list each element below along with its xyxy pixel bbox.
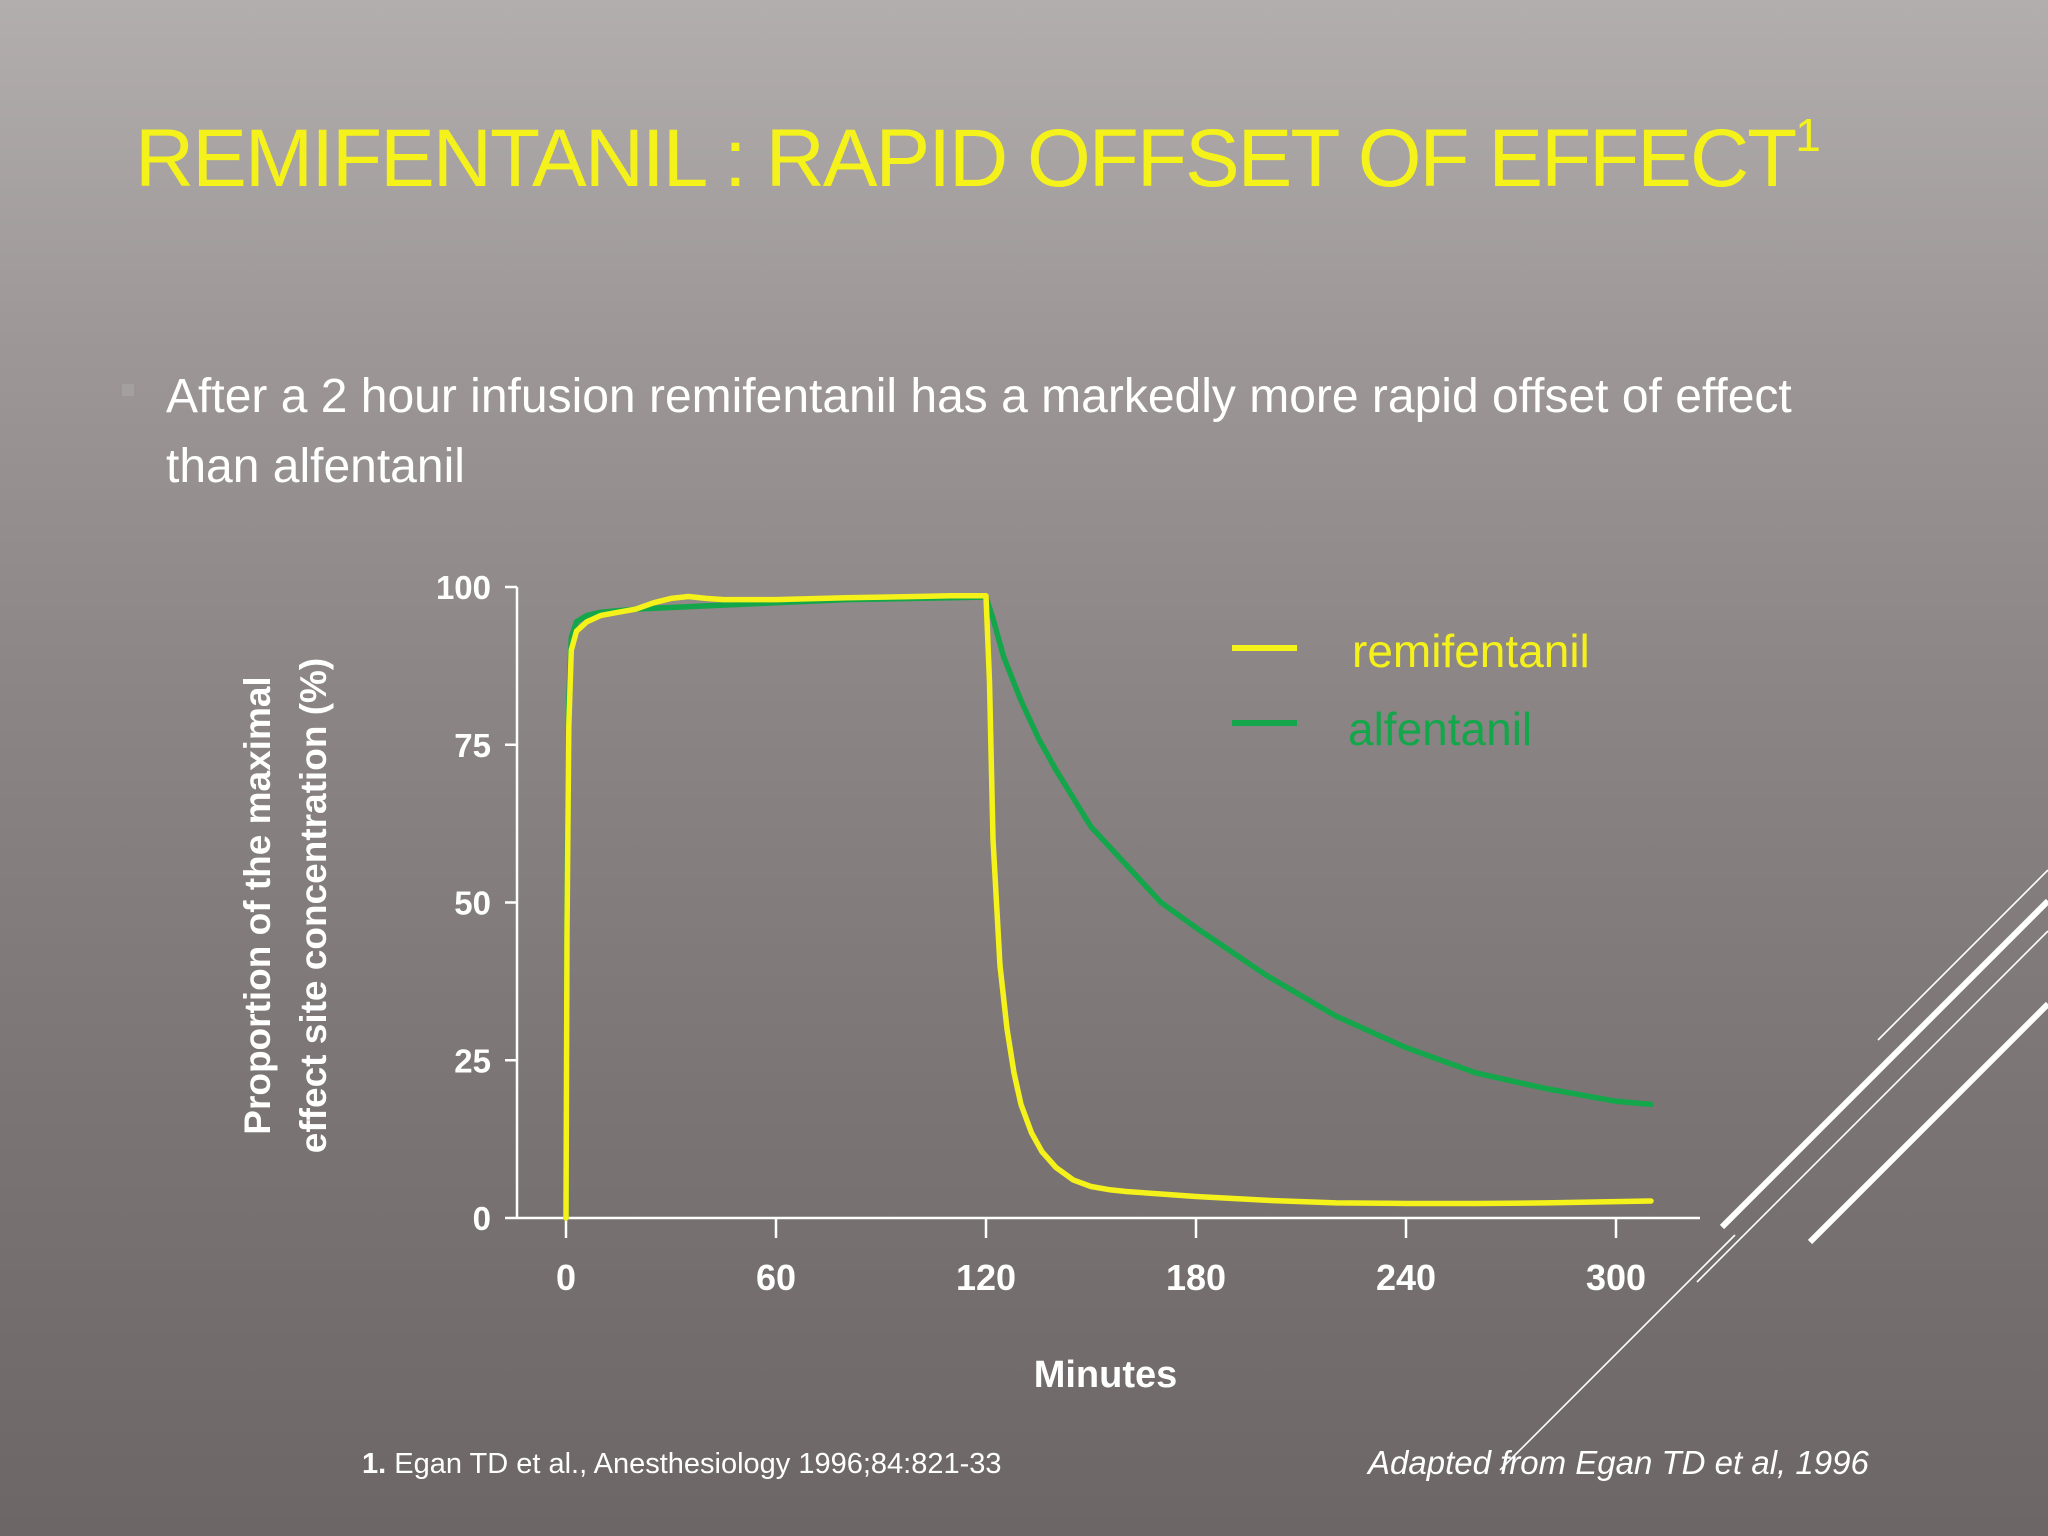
deco-line-thin-mid xyxy=(1696,930,2048,1283)
x-tick-label-300: 300 xyxy=(1586,1257,1646,1298)
footnote-number: 1. xyxy=(362,1448,387,1480)
chart-series-layer xyxy=(563,593,1654,1221)
deco-line-thick-2 xyxy=(1807,1001,2048,1245)
adapted-from-note: Adapted from Egan TD et al, 1996 xyxy=(1368,1444,1869,1481)
footnote: 1. Egan TD et al., Anesthesiology 1996;8… xyxy=(362,1448,1002,1481)
y-tick-label-25: 25 xyxy=(454,1042,491,1079)
bullet-item: After a 2 hour infusion remifentanil has… xyxy=(122,362,1882,502)
series-line-remifentanil xyxy=(563,593,1654,1221)
x-tick-label-0: 0 xyxy=(556,1257,576,1298)
slide-title-text: REMIFENTANIL : RAPID OFFSET OF EFFECT xyxy=(135,113,1797,204)
chart-axes: 0 25 50 75 100 0 60 120 180 240 300 Minutes Proporti… xyxy=(237,569,1700,1396)
x-tick-label-180: 180 xyxy=(1166,1257,1226,1298)
x-tick-label-240: 240 xyxy=(1376,1257,1436,1298)
title-footnote-ref: 1 xyxy=(1795,109,1821,161)
legend-label-remifentanil: remifentanil xyxy=(1352,625,1590,677)
y-axis-title: Proportion of the maximal effect site con… xyxy=(237,658,334,1153)
legend-label-alfentanil: alfentanil xyxy=(1348,703,1532,755)
bullet-square-icon xyxy=(122,384,134,396)
chart-legend: remifentanil alfentanil xyxy=(1232,625,1590,755)
y-tick-label-100: 100 xyxy=(436,569,491,606)
footnote-citation: Egan TD et al., Anesthesiology 1996;84:8… xyxy=(394,1448,1002,1480)
y-tick-label-50: 50 xyxy=(454,885,491,922)
y-tick-label-75: 75 xyxy=(454,727,491,764)
x-tick-label-120: 120 xyxy=(956,1257,1016,1298)
y-tick-label-0: 0 xyxy=(473,1200,491,1237)
y-axis-title-line-1: Proportion of the maximal xyxy=(237,676,278,1134)
deco-line-thin-upper xyxy=(1877,869,2048,1041)
x-tick-label-60: 60 xyxy=(756,1257,796,1298)
x-axis-title: Minutes xyxy=(1034,1354,1178,1396)
deco-line-thick-1 xyxy=(1719,898,2048,1230)
slide-title: REMIFENTANIL : RAPID OFFSET OF EFFECT1 xyxy=(135,109,1821,206)
series-line-alfentanil xyxy=(563,594,1654,1221)
deco-line-thin-long xyxy=(1499,1234,1736,1471)
bullet-text: After a 2 hour infusion remifentanil has… xyxy=(166,370,1792,493)
y-axis-title-line-2: effect site concentration (%) xyxy=(293,658,334,1153)
